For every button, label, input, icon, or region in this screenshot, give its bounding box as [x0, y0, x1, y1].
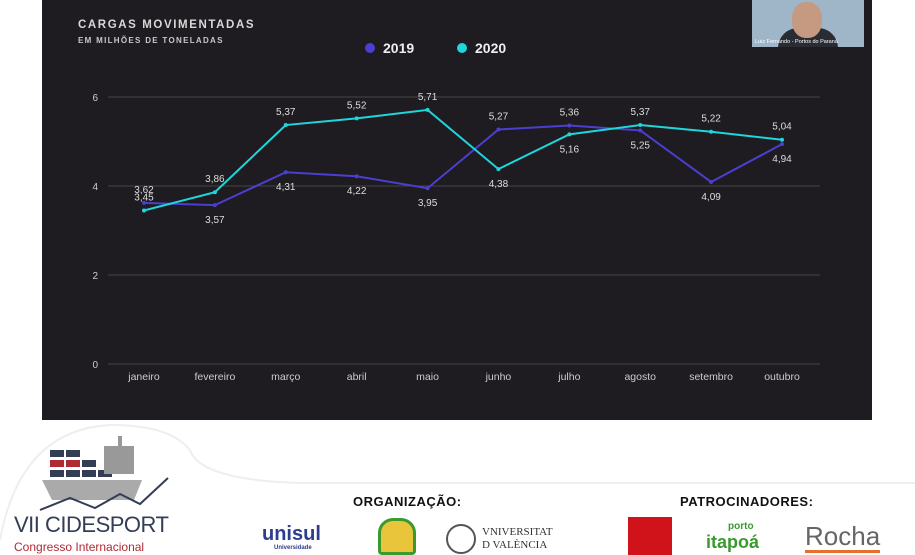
- data-point: [496, 127, 501, 132]
- chart-title: CARGAS MOVIMENTADAS: [78, 19, 256, 31]
- data-point: [709, 179, 714, 184]
- unisul-sub: Universidade: [274, 545, 312, 551]
- organizacao-heading: ORGANIZAÇÃO:: [353, 494, 462, 509]
- data-label: 5,27: [489, 111, 509, 122]
- data-label: 4,22: [347, 186, 367, 197]
- data-label: 5,36: [560, 107, 580, 118]
- event-subtitle: Congresso Internacional: [14, 540, 145, 554]
- data-point: [142, 200, 146, 205]
- valencia-seal-icon: [446, 524, 476, 554]
- data-point: [638, 128, 643, 133]
- data-point: [425, 186, 430, 191]
- legend-label: 2020: [475, 40, 507, 56]
- x-tick-label: agosto: [624, 371, 656, 383]
- data-label: 3,57: [205, 215, 225, 226]
- data-label: 5,37: [276, 107, 296, 118]
- event-title: VII CIDESPORT: [14, 512, 169, 537]
- legend-dot-icon: [365, 43, 375, 53]
- series-line-2020: [143, 108, 783, 212]
- data-point: [709, 129, 714, 134]
- webcam-video: Luiz Fernando - Portos do Paraná: [752, 0, 864, 47]
- data-point: [212, 203, 217, 208]
- data-label: 5,16: [560, 144, 580, 155]
- legend-label: 2019: [383, 40, 415, 56]
- data-label: 4,09: [701, 192, 721, 203]
- data-point: [638, 123, 643, 128]
- patrocinadores-heading: PATROCINADORES:: [680, 494, 814, 509]
- y-tick-label: 6: [92, 93, 98, 104]
- video-caption: Luiz Fernando - Portos do Paraná: [755, 39, 838, 45]
- data-label: 3,95: [418, 198, 438, 209]
- data-label: 3,45: [134, 192, 154, 203]
- data-label: 5,22: [701, 114, 721, 125]
- x-tick-label: abril: [347, 371, 367, 383]
- data-point: [142, 208, 146, 213]
- data-label: 5,25: [630, 140, 650, 151]
- x-tick-label: setembro: [689, 371, 733, 383]
- presentation-slide: [42, 0, 872, 420]
- y-tick-label: 2: [92, 271, 98, 282]
- data-label: 5,52: [347, 100, 367, 111]
- data-label: 5,37: [630, 107, 650, 118]
- footer-decoration: [0, 423, 915, 541]
- data-label: 3,86: [205, 174, 225, 185]
- y-tick-label: 0: [92, 360, 98, 371]
- series-line-2019: [143, 124, 783, 207]
- line-chart: 0 2 4 6 janeiro fevereiro março abril maio junho j…: [92, 92, 820, 383]
- data-point: [354, 174, 359, 179]
- itapoa-logo: porto itapoá: [706, 521, 759, 552]
- data-point: [780, 137, 784, 142]
- y-tick-label: 4: [92, 182, 98, 193]
- data-point: [283, 170, 288, 175]
- rocha-logo: Rocha: [805, 521, 881, 553]
- unisul-text: unisul: [262, 523, 321, 545]
- x-tick-label: junho: [485, 371, 512, 383]
- data-label: 4,31: [276, 182, 296, 193]
- data-label: 3,62: [134, 185, 154, 196]
- sponsor-red-logo: [628, 517, 672, 555]
- x-tick-label: julho: [557, 371, 580, 383]
- x-tick-label: maio: [416, 371, 439, 383]
- data-point: [425, 107, 430, 112]
- x-tick-label: outubro: [764, 371, 800, 383]
- itapoa-porto: porto: [728, 521, 754, 532]
- data-label: 4,94: [772, 154, 792, 165]
- rocha-text: Rocha: [805, 521, 881, 551]
- valencia-line1: VNIVERSITAT: [482, 526, 553, 538]
- itapoa-text: itapoá: [706, 532, 760, 552]
- data-label: 5,71: [418, 92, 438, 103]
- x-tick-label: março: [271, 371, 300, 383]
- data-point: [283, 123, 288, 128]
- legend-2020: 2020: [457, 40, 506, 56]
- x-tick-label: fevereiro: [194, 371, 235, 383]
- ship-logo-icon: [39, 436, 169, 511]
- chart-subtitle: EM MILHÕES DE TONELADAS: [78, 36, 224, 45]
- unisul-logo: unisul Universidade: [262, 524, 321, 552]
- data-point: [567, 123, 572, 128]
- data-label: 4,38: [489, 179, 509, 190]
- university-crest-icon: [378, 518, 416, 555]
- valencia-logo: VNIVERSITAT D VALÈNCIA: [482, 526, 553, 552]
- data-point: [354, 116, 359, 121]
- legend-dot-icon: [457, 43, 467, 53]
- rocha-underline: [805, 550, 881, 553]
- data-point: [212, 190, 217, 195]
- x-tick-label: janeiro: [127, 371, 160, 383]
- data-label: 5,04: [772, 122, 792, 133]
- speaker-face: [792, 2, 822, 38]
- valencia-line2: D VALÈNCIA: [482, 539, 548, 551]
- data-point: [496, 167, 501, 172]
- legend-2019: 2019: [365, 40, 414, 56]
- data-point: [567, 132, 572, 137]
- data-point: [780, 142, 784, 147]
